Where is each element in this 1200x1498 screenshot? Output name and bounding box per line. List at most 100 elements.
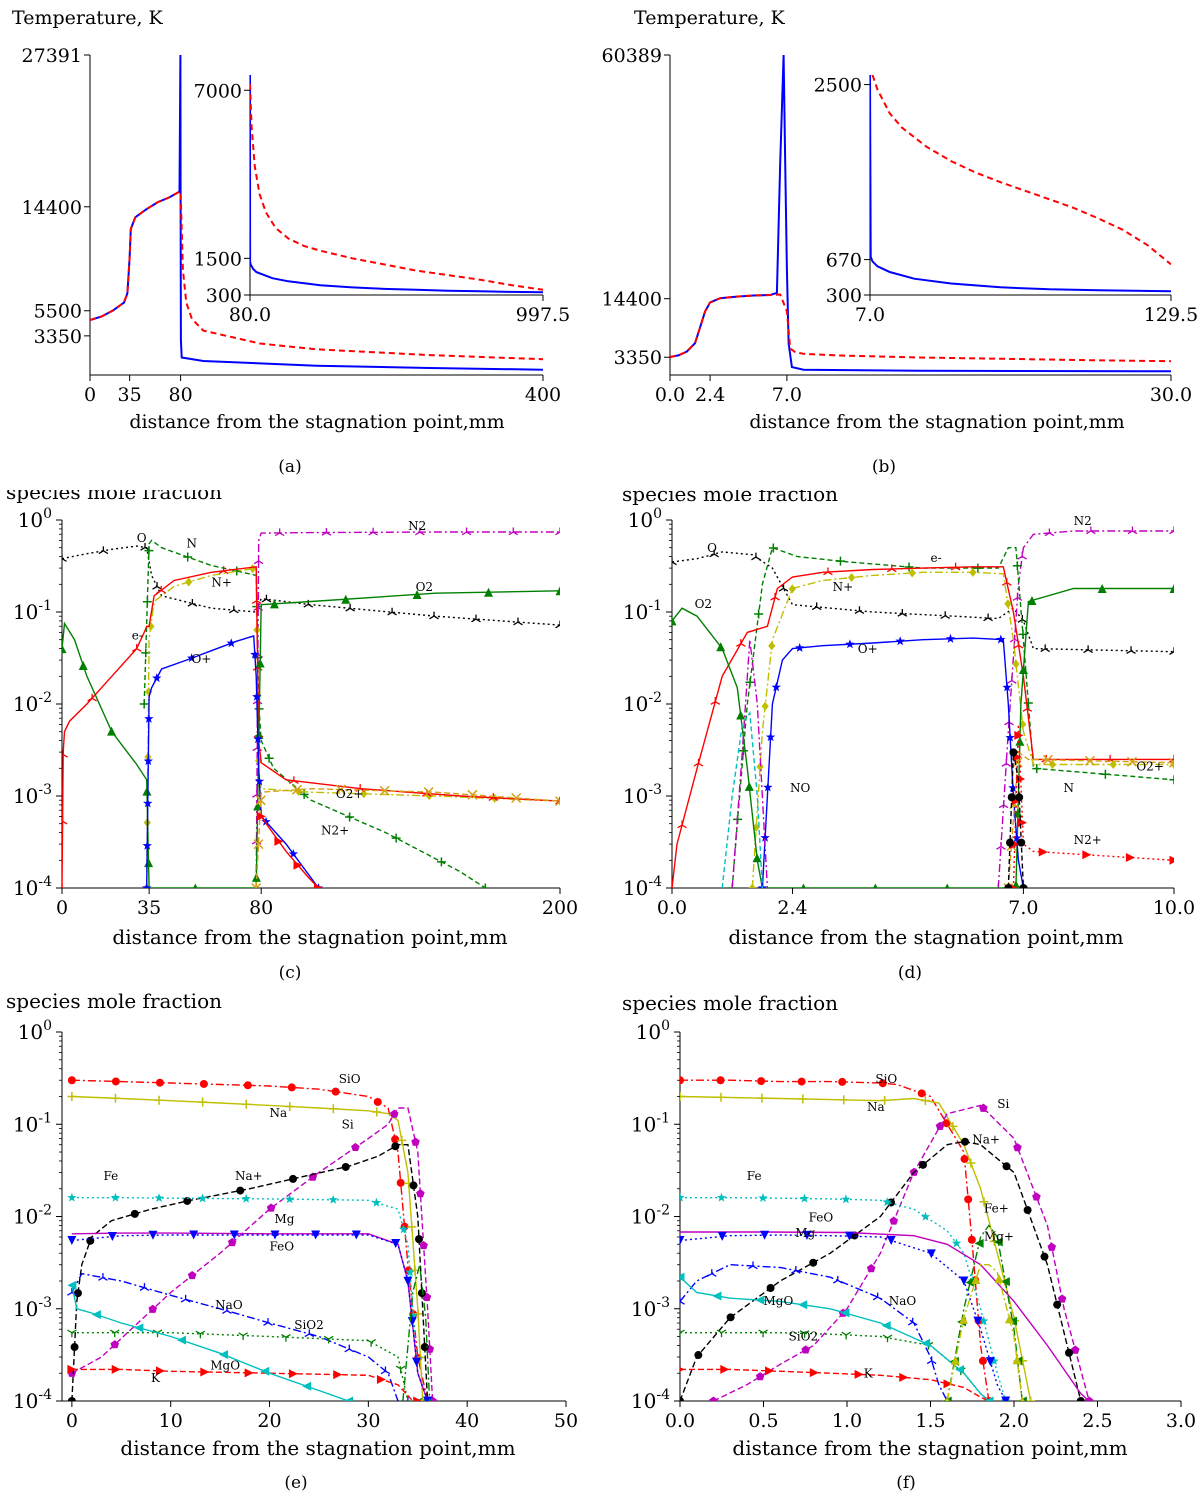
x-tick-label: 35 [118,384,142,406]
curve-label: K [151,1371,161,1385]
series-nao-marker [222,1306,232,1314]
series-k-marker [899,1372,909,1382]
series-na--marker [766,1284,775,1293]
series-na-marker [198,1097,208,1107]
curve-label: NO [790,781,811,795]
series-mgo-marker [260,1366,270,1376]
series-na--marker [1076,1397,1085,1401]
series-fe-marker [197,1193,208,1203]
x-tick-label: 0.0 [665,1410,695,1432]
y-tick-label: 10-1 [631,1110,670,1136]
y-tick-label: 14400 [602,289,662,311]
x-tick-label: 30 [356,1410,380,1432]
y-tick-base: 10 [623,876,648,900]
series-o-marker [261,594,272,603]
series-sio2-marker [281,1333,291,1342]
series-sio2 [680,1332,990,1401]
series-o2--marker [253,839,264,850]
series-mgo-marker [134,1323,144,1333]
y-tick-label: 10-3 [623,782,662,808]
series-sio-marker [757,1077,766,1086]
series-k-marker [765,1366,775,1376]
curve-label: Na [270,1106,288,1120]
series-n-marker [142,597,152,607]
series-n2-peak-marker [1015,793,1024,802]
series-o2-marker [1027,595,1037,605]
series-sio2-marker [680,1329,685,1338]
series-na--marker [391,1142,400,1151]
panel-label: (b) [872,457,896,477]
markers-feo [67,1230,433,1401]
series-feo-marker [407,1317,417,1327]
y-tick-label: 27391 [22,45,82,67]
series-o-marker [897,609,908,617]
chart-f: 0.0 0.5 1.0 1.5 2.0 2.5 3.010010-110-210-310-4… [622,991,1196,1493]
series-t-red-dashed- [90,190,543,361]
series-mgo-marker [219,1350,229,1360]
series-o--marker [1011,833,1022,843]
series-o2--marker [335,784,346,795]
series-si [713,1104,1090,1401]
series-o--marker [771,682,781,692]
series-o-marker [940,611,951,620]
series-o2--marker [423,786,434,798]
y-tick-exponent: -2 [38,690,52,706]
series-si-marker [419,1240,428,1250]
y-tick-base: 10 [631,1112,656,1136]
series-na-marker [328,1104,338,1114]
series-na--marker [1023,1206,1032,1215]
series-o--marker [254,776,265,786]
series-sio-marker [287,1083,296,1092]
y-tick-label: 100 [628,506,662,532]
curve-label: Fe+ [984,1202,1009,1216]
y-tick-label: 10-4 [13,1387,52,1413]
series-nao-marker [180,1294,191,1303]
series-o--marker [945,633,956,643]
panel-label: (f) [896,1473,916,1493]
x-tick-label: 0 [56,897,68,919]
series-o--marker [252,691,262,701]
series-n--marker [788,584,796,594]
series-o2-marker [873,883,878,888]
series-na--marker [417,1289,426,1298]
y-tick-label: 100 [636,1018,670,1044]
markers-sio [67,1076,432,1401]
series-k-marker [288,1369,298,1379]
series-na-marker [839,1095,849,1105]
series-n- [751,571,1174,888]
series-o--marker [261,816,271,826]
series-e--marker [950,562,961,571]
series-si-marker [866,1264,876,1273]
series-mg- [946,1264,1023,1401]
series-k-marker [67,1364,77,1374]
series-na--marker [1002,1162,1011,1171]
y-tick-exponent: -2 [656,1203,670,1219]
series-e--marker [289,776,299,784]
curve-label: O2 [416,580,433,594]
series-e--marker [823,567,833,576]
series-e--marker [736,639,746,647]
curve-label: Si [997,1097,1009,1111]
series-sio-marker [243,1081,252,1090]
series-n-marker [183,552,193,562]
series-sio2-marker [238,1332,248,1340]
markers-feo [680,1230,1011,1401]
series-n-marker [391,833,401,843]
series-o2-marker [1018,664,1028,674]
x-tick-label: 2.5 [1082,1410,1112,1432]
series-n--marker [185,577,193,587]
y-tick-label: 10-2 [631,1203,670,1229]
series-o2-marker [253,801,263,811]
series-o-marker [387,607,397,616]
series-mg [680,1231,1090,1401]
y-tick-base: 10 [13,1389,38,1413]
series-o-marker [778,583,789,592]
series-o2-marker [736,710,746,720]
y-tick-exponent: 0 [43,1018,52,1034]
series-si-marker [266,1203,276,1212]
series-n-marker [835,556,845,566]
series-feo-marker [403,1276,413,1286]
series-k-marker [413,1396,423,1401]
series-n--marker [425,791,433,801]
series-k-marker [156,1366,166,1376]
